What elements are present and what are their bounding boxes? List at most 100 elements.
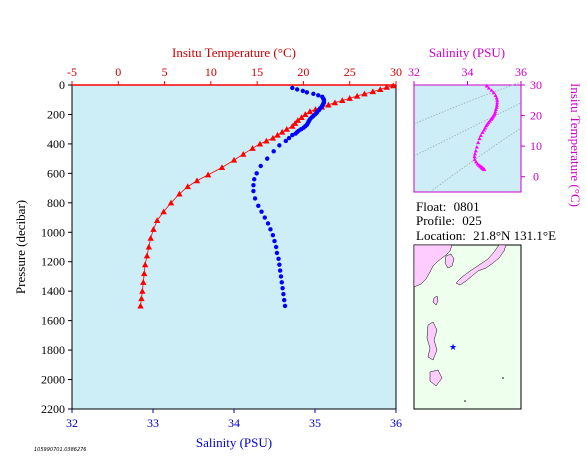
salinity-point — [290, 132, 295, 138]
ts-temperature-tick-labels: 0 10 20 30 — [521, 78, 542, 184]
temperature-tick-label: 5 — [162, 65, 168, 79]
profile-info-line: Profile: 025 — [416, 213, 482, 229]
temperature-point — [353, 92, 361, 99]
temperature-point — [218, 164, 226, 171]
salinity-tick-labels: 32 33 34 35 36 — [66, 409, 402, 430]
temperature-tick-label: 0 — [115, 65, 121, 79]
ts-temperature-tick-label: 10 — [530, 139, 542, 153]
salinity-point — [254, 171, 259, 176]
salinity-point — [274, 250, 280, 256]
salinity-point — [259, 209, 264, 214]
temperature-point — [137, 302, 144, 309]
temperature-point — [291, 120, 299, 126]
pressure-tick-label: 200 — [47, 107, 65, 121]
salinity-axis-title: Salinity (PSU) — [196, 435, 272, 450]
temperature-tick-label: 20 — [297, 65, 309, 79]
float-number: 0801 — [453, 199, 480, 214]
pressure-tick-label: 1600 — [41, 314, 65, 328]
temperature-point — [240, 151, 247, 157]
ts-point — [494, 103, 499, 107]
salinity-series — [251, 85, 327, 309]
temperature-point — [138, 295, 145, 302]
salinity-point — [251, 188, 256, 194]
float-info-line: Float: 0801 — [416, 199, 480, 215]
temperature-point — [184, 183, 191, 190]
salinity-point — [294, 87, 300, 92]
temperature-point — [283, 125, 290, 132]
salinity-point — [265, 221, 271, 226]
temperature-tick-labels: -5 0 5 10 15 20 25 30 — [67, 65, 402, 85]
ts-point — [486, 86, 491, 90]
temperature-point — [390, 82, 397, 89]
salinity-point — [265, 156, 270, 161]
temperature-tick-label: 25 — [344, 65, 356, 79]
location-value: 21.8°N 131.1°E — [473, 228, 557, 243]
map-land-japan — [455, 244, 507, 286]
temperature-point — [294, 117, 302, 123]
temperature-point — [325, 101, 332, 108]
temperature-tick-label: 30 — [390, 65, 402, 79]
ts-point — [474, 145, 479, 149]
salinity-tick-label: 36 — [390, 416, 402, 430]
salinity-point — [316, 93, 321, 98]
pressure-tick-label: 0 — [59, 78, 65, 92]
ts-density-curve — [413, 102, 522, 157]
ts-salinity-axis-title: Salinity (PSU) — [429, 45, 505, 60]
salinity-point — [277, 268, 283, 273]
ts-temperature-tick-label: 20 — [530, 109, 542, 123]
ts-salinity-tick-label: 34 — [462, 65, 474, 79]
ts-point — [482, 127, 487, 132]
ts-point — [472, 154, 477, 159]
salinity-point — [286, 135, 292, 141]
location-label: Location: — [416, 228, 466, 243]
ts-point — [494, 95, 499, 100]
temperature-point — [145, 243, 153, 250]
salinity-point — [282, 303, 288, 309]
map-island — [464, 400, 466, 402]
salinity-point — [311, 91, 316, 97]
salinity-tick-label: 35 — [309, 416, 321, 430]
pressure-tick-label: 1400 — [41, 284, 65, 298]
profile-number: 025 — [462, 213, 482, 228]
salinity-point — [277, 262, 282, 267]
ts-point — [480, 130, 485, 134]
ts-point — [472, 151, 477, 156]
salinity-tick-label: 34 — [228, 416, 240, 430]
salinity-point — [290, 85, 295, 91]
temperature-point — [147, 234, 154, 241]
pressure-tick-label: 1200 — [41, 255, 65, 269]
location-map: ★ — [413, 244, 522, 410]
temperature-point — [193, 177, 201, 184]
temperature-point — [140, 279, 147, 285]
map-land-korea — [444, 253, 455, 269]
temperature-point — [139, 287, 146, 294]
salinity-point — [256, 203, 261, 208]
pressure-tick-label: 1000 — [41, 225, 65, 239]
salinity-point — [251, 182, 256, 188]
salinity-point — [279, 280, 284, 285]
ts-point — [473, 148, 478, 153]
temperature-tick-label: 15 — [251, 65, 263, 79]
pressure-tick-label: 1800 — [41, 343, 65, 357]
pressure-tick-label: 600 — [47, 166, 65, 180]
salinity-point — [258, 163, 263, 169]
ts-panel: 32 34 36 0 10 20 30 Salinity (PSU) Insitu Tem… — [408, 45, 583, 207]
temperature-series — [137, 82, 397, 309]
ts-salinity-tick-labels: 32 34 36 — [408, 65, 527, 85]
salinity-point — [282, 297, 287, 303]
salinity-point — [271, 149, 276, 154]
ts-plot-area — [413, 84, 522, 193]
temperature-point — [153, 217, 161, 224]
salinity-point — [300, 88, 306, 94]
ts-temperature-axis-title: Insitu Temperature (°C) — [568, 83, 583, 207]
ts-point — [484, 83, 489, 88]
temperature-tick-label: -5 — [67, 65, 77, 79]
ts-point — [491, 90, 496, 95]
temperature-point — [141, 270, 148, 277]
temperature-point — [298, 114, 305, 120]
salinity-point — [304, 90, 310, 95]
temperature-point — [269, 134, 277, 141]
ts-temperature-tick-label: 30 — [530, 78, 542, 92]
temperature-point — [263, 137, 270, 144]
salinity-point — [277, 143, 282, 148]
